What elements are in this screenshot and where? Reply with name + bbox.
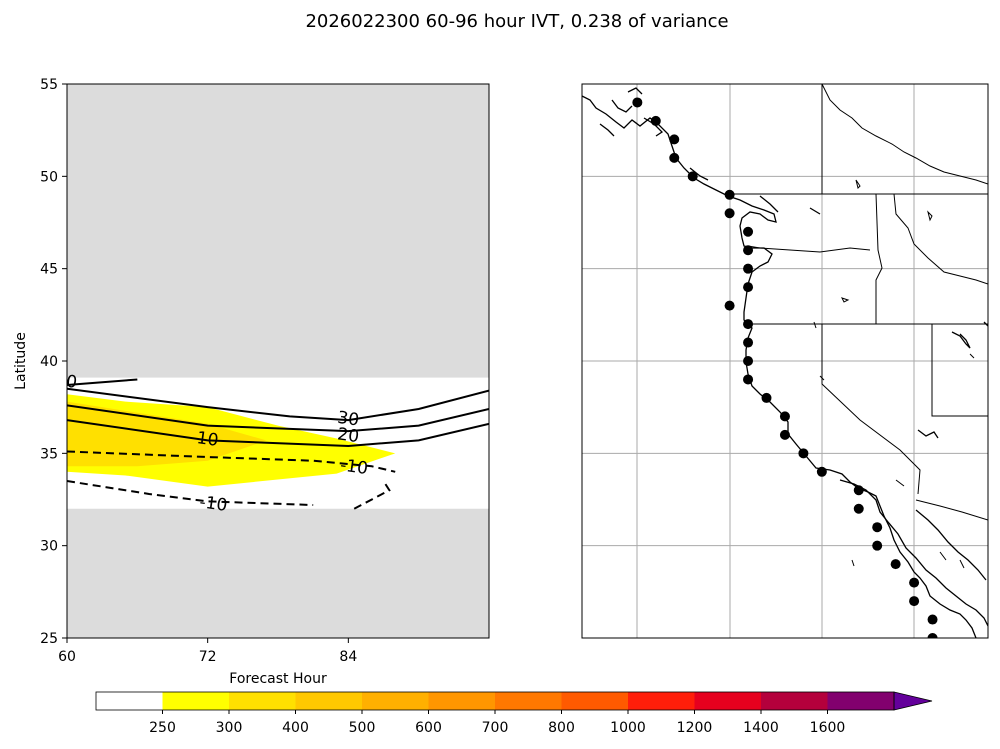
y-tick-label: 30 — [40, 539, 58, 555]
political-boundaries — [732, 84, 988, 521]
x-axis-label: Forecast Hour — [229, 671, 327, 687]
station-point — [743, 226, 754, 237]
contour-line-30 — [67, 387, 489, 422]
station-point — [724, 208, 735, 219]
contour-line-0 — [67, 378, 138, 387]
station-point — [890, 559, 901, 570]
colorbar-bin — [628, 692, 695, 710]
station-point — [853, 503, 864, 514]
y-tick-label: 35 — [40, 446, 58, 462]
contour-label: -10 — [339, 455, 369, 479]
colorbar-tick-label: 700 — [482, 720, 509, 736]
station-point — [743, 319, 754, 330]
colorbar-bin — [761, 692, 828, 710]
colorbar-bin — [362, 692, 429, 710]
map-gridlines — [582, 84, 988, 638]
contour-label: 10 — [195, 428, 219, 451]
contour-label: 0 — [65, 372, 79, 393]
contour-label: 20 — [336, 424, 360, 447]
map-frame — [581, 83, 989, 639]
colorbar-bin — [561, 692, 629, 710]
station-point — [909, 577, 920, 588]
station-point — [872, 522, 883, 533]
station-point — [632, 97, 643, 108]
station-point — [743, 282, 754, 293]
station-point — [650, 115, 661, 126]
y-tick-label: 50 — [40, 169, 58, 185]
x-tick-label: 60 — [58, 649, 76, 665]
contour-label: -10 — [198, 492, 228, 516]
colorbar-tick-label: 1000 — [610, 720, 646, 736]
y-tick-label: 55 — [40, 77, 58, 93]
station-point — [743, 356, 754, 366]
contour-line-neg10 — [67, 450, 396, 473]
colorbar-tick-label: 600 — [415, 720, 442, 736]
station-point — [724, 189, 735, 200]
map-panel — [581, 83, 989, 639]
station-point — [669, 152, 680, 163]
colorbar-tick-label: 300 — [216, 720, 243, 736]
station-point — [909, 596, 920, 607]
y-tick-label: 40 — [40, 354, 58, 370]
x-tick-label: 84 — [339, 649, 357, 665]
colorbar-bin — [162, 692, 230, 710]
colorbar-bin — [694, 692, 762, 710]
station-point — [687, 171, 698, 182]
contour-line-neg10 — [353, 480, 391, 510]
station-point — [779, 411, 790, 422]
colorbar: 250 300 400 500 600 700 800 1000 1200 1400 1600 — [95, 691, 933, 736]
contour-label: 30 — [336, 408, 360, 431]
station-markers — [632, 97, 938, 638]
colorbar-tick-label: 1600 — [810, 720, 846, 736]
station-point — [669, 134, 680, 145]
y-tick-label: 25 — [40, 631, 58, 647]
station-point — [743, 263, 754, 274]
station-point — [779, 429, 790, 440]
colorbar-tick-label: 500 — [349, 720, 376, 736]
contour-line-20 — [67, 404, 489, 433]
station-point — [798, 448, 809, 459]
colorbar-bin — [229, 692, 296, 710]
colorbar-tick-label: 400 — [282, 720, 309, 736]
station-point — [743, 374, 754, 385]
colorbar-bin — [96, 692, 163, 710]
y-axis-label: Latitude — [13, 332, 29, 390]
station-point — [872, 540, 883, 551]
station-point — [853, 485, 864, 496]
colorbar-tick-label: 1200 — [677, 720, 713, 736]
colorbar-bin — [495, 692, 562, 710]
station-point — [743, 245, 754, 256]
figure-title: 2026022300 60-96 hour IVT, 0.238 of vari… — [305, 11, 728, 32]
colorbar-bin — [295, 692, 363, 710]
station-point — [927, 614, 938, 625]
station-point — [724, 300, 735, 311]
station-point — [743, 337, 754, 348]
y-tick-label: 45 — [40, 262, 58, 278]
colorbar-bin — [827, 692, 895, 710]
station-point — [816, 466, 827, 477]
coastline — [582, 87, 988, 638]
masked-region-north — [67, 84, 489, 378]
x-tick-label: 72 — [199, 649, 217, 665]
colorbar-tick-label: 800 — [548, 720, 575, 736]
lakes — [813, 179, 975, 569]
colorbar-tick-label: 1400 — [743, 720, 779, 736]
contour-line-neg10 — [67, 480, 314, 507]
station-point — [761, 392, 772, 403]
colorbar-bin — [428, 692, 496, 710]
contour-line-10 — [67, 419, 489, 447]
station-point — [927, 633, 938, 638]
masked-region-south — [67, 508, 489, 638]
colorbar-tick-label: 250 — [149, 720, 176, 736]
colorbar-extend-arrow — [893, 691, 933, 711]
